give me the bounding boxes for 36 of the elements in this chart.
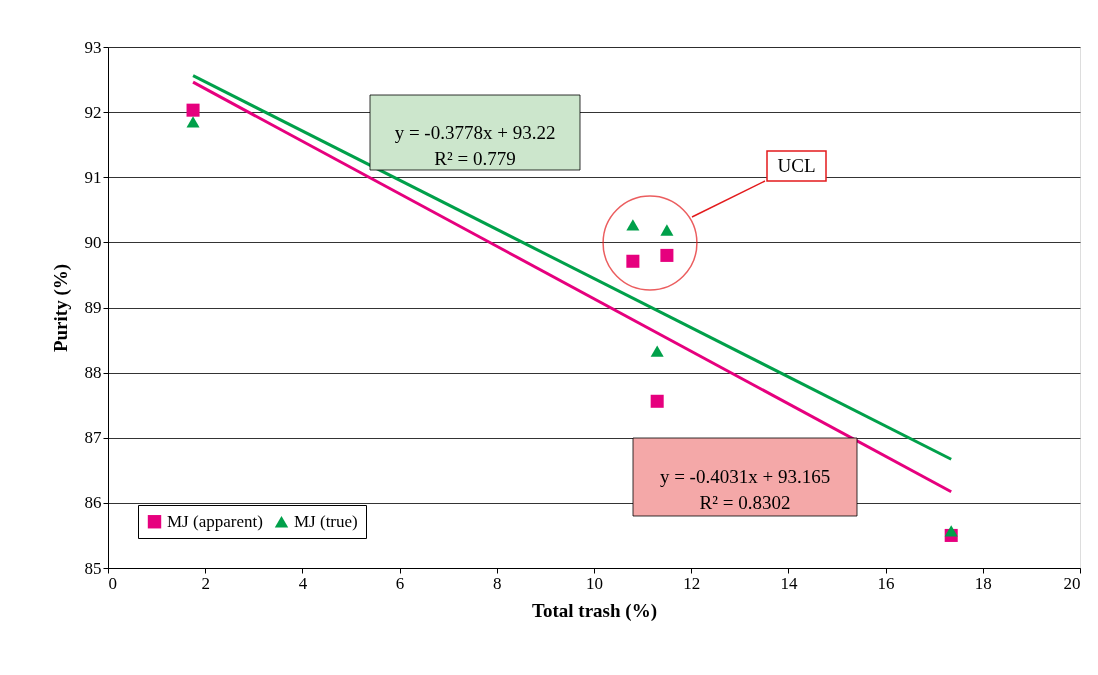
y-axis-title: Purity (%) xyxy=(49,263,72,353)
y-tick-label: 89 xyxy=(84,298,102,317)
x-tick-label: 2 xyxy=(201,573,210,593)
x-tick-label: 18 xyxy=(974,573,992,593)
y-tick-label: 86 xyxy=(84,493,102,513)
x-tick-label: 8 xyxy=(493,573,502,593)
point xyxy=(186,116,200,128)
point xyxy=(626,219,640,231)
point xyxy=(660,224,674,236)
x-tick-label: 12 xyxy=(683,573,701,593)
point xyxy=(660,248,674,262)
x-axis-title: Total trash (%) xyxy=(532,599,657,622)
y-tick-label: 92 xyxy=(84,102,102,122)
x-tick-label: 0 xyxy=(108,573,117,593)
annotation: y = -0.4031x + 93.165 R² = 0.8302 xyxy=(659,466,831,513)
point xyxy=(650,394,664,408)
y-tick-label: 90 xyxy=(84,232,102,252)
point xyxy=(626,254,640,268)
annotation: y = -0.3778x + 93.22 R² = 0.779 xyxy=(394,121,556,169)
point xyxy=(186,103,200,117)
legend-label: MJ (true) xyxy=(294,511,358,531)
x-tick-label: 16 xyxy=(877,573,895,593)
x-tick-label: 10 xyxy=(586,573,603,593)
y-tick-label: 85 xyxy=(84,558,102,578)
x-tick-label: 20 xyxy=(1063,573,1081,593)
y-tick-label: 87 xyxy=(84,428,102,448)
y-tick-label: 88 xyxy=(84,363,102,383)
point xyxy=(650,345,664,357)
legend-label: MJ (apparent) xyxy=(167,511,263,531)
point xyxy=(944,525,958,537)
y-tick-label: 93 xyxy=(84,37,102,57)
annotation: UCL xyxy=(777,155,816,176)
x-tick-label: 6 xyxy=(395,573,405,593)
x-tick-label: 4 xyxy=(298,573,308,593)
x-tick-label: 14 xyxy=(780,573,798,593)
y-tick-label: 91 xyxy=(84,167,102,187)
